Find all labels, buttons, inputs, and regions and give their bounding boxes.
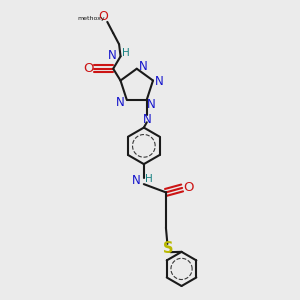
Text: N: N	[116, 96, 124, 109]
Text: O: O	[98, 10, 108, 22]
Text: O: O	[183, 181, 193, 194]
Text: N: N	[155, 75, 164, 88]
Text: H: H	[122, 47, 129, 58]
Text: N: N	[108, 49, 117, 62]
Text: N: N	[139, 60, 148, 73]
Text: N: N	[132, 174, 141, 187]
Text: O: O	[83, 62, 94, 75]
Text: N: N	[142, 112, 151, 126]
Text: S: S	[163, 241, 173, 256]
Text: methoxy: methoxy	[77, 16, 105, 22]
Text: H: H	[145, 173, 153, 184]
Text: N: N	[147, 98, 156, 110]
